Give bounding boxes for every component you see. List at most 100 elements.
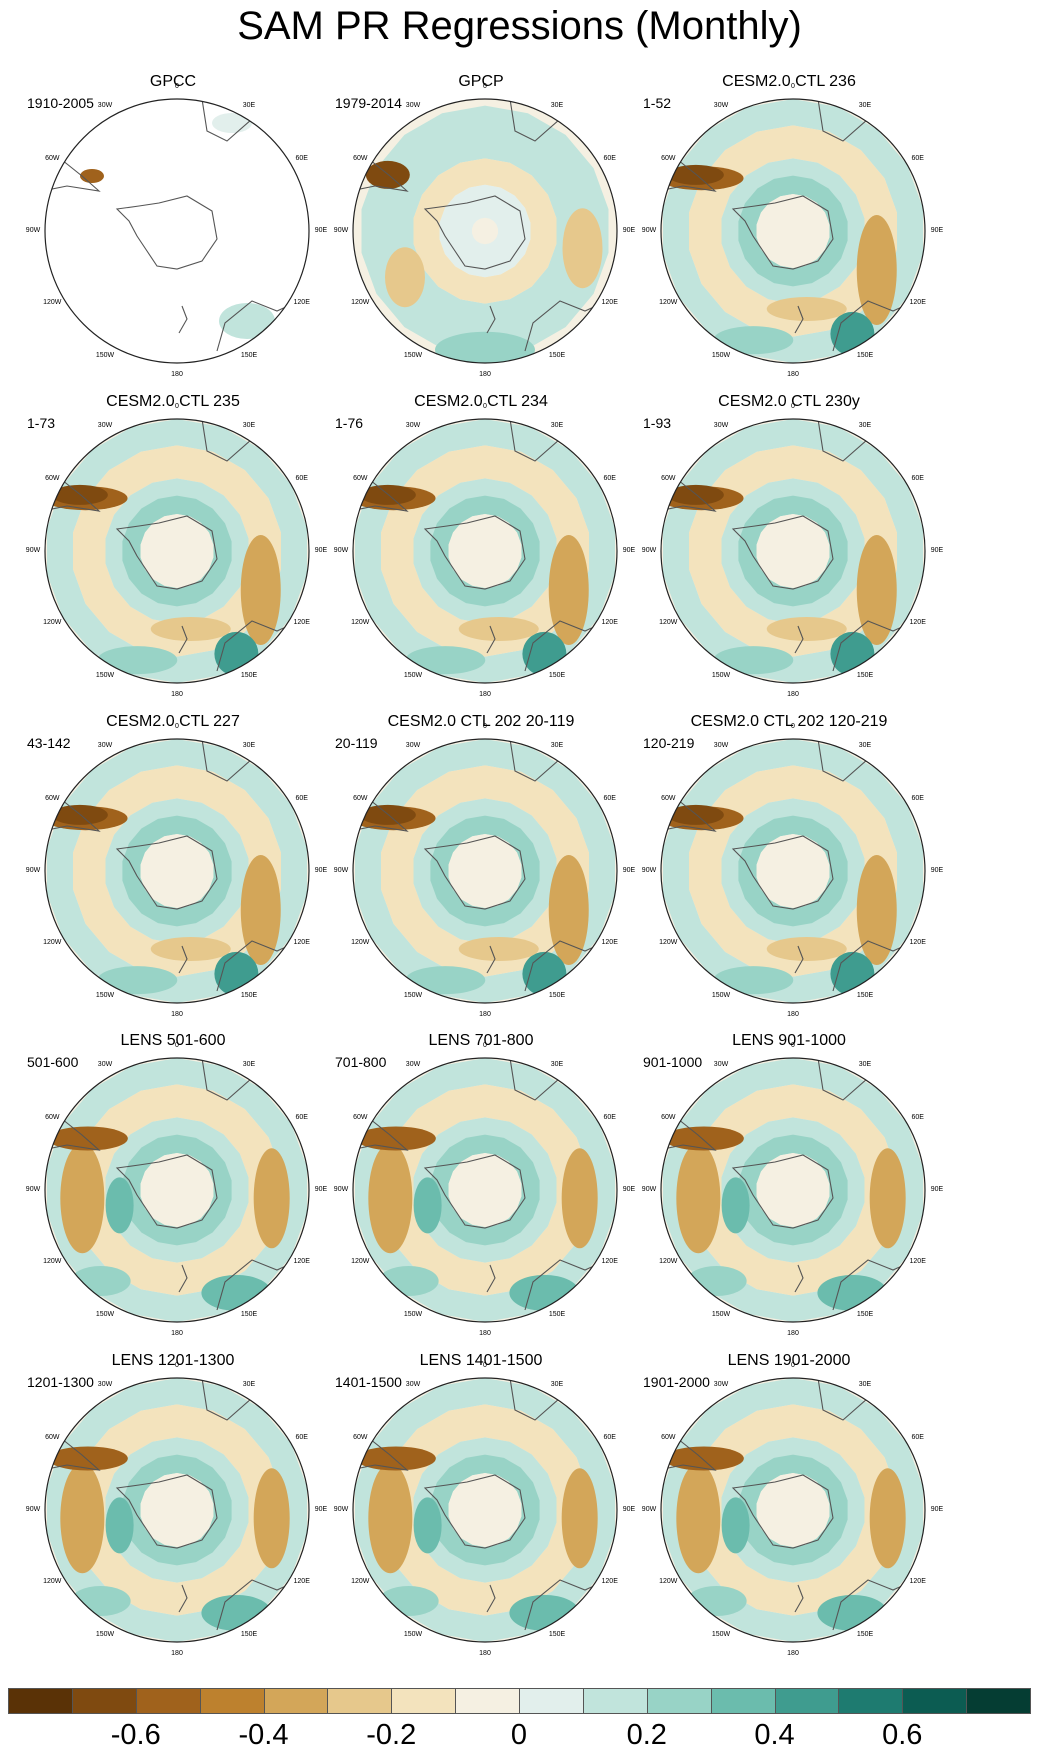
polar-map: [660, 1377, 926, 1643]
lon-label-30w: 30W: [405, 422, 421, 430]
south-america-coastline: [45, 1114, 101, 1151]
regression-feature-2: [663, 1446, 744, 1471]
panel-period: 901-1000: [643, 1054, 703, 1070]
south-america-coastline: [353, 795, 409, 832]
regression-feature-4: [721, 1177, 750, 1234]
lon-label-0: 0: [791, 1042, 795, 1049]
lon-label-30e: 30E: [242, 102, 256, 110]
regression-feature-0: [240, 535, 281, 646]
regression-band-4: [448, 834, 522, 908]
lon-label-0: 0: [791, 723, 795, 730]
lon-label-120e: 120E: [909, 939, 926, 946]
lon-label-30e: 30E: [550, 742, 564, 750]
lon-label-90w: 90W: [333, 547, 349, 554]
lon-label-60e: 60E: [911, 795, 924, 802]
lon-label-0: 0: [483, 723, 487, 730]
colorbar-cell-11: [710, 1688, 776, 1714]
lon-label-150w: 150W: [711, 991, 731, 999]
south-america-coastline: [45, 155, 101, 192]
lon-label-60e: 60E: [295, 1434, 308, 1441]
precip-field: [661, 739, 925, 1003]
lon-label-150w: 150W: [403, 671, 423, 679]
map-boundary: [352, 1377, 618, 1643]
lon-label-60e: 60E: [295, 155, 308, 162]
colorbar-cell-4: [263, 1688, 329, 1714]
panel-title: CESM2.0 CTL 236: [722, 73, 856, 90]
panel-title: LENS 1401-1500: [419, 1352, 543, 1369]
regression-feature-1: [435, 331, 535, 363]
new-zealand-coastline: [794, 945, 804, 974]
lon-label-30e: 30E: [858, 1061, 872, 1069]
south-america-coastline: [353, 1114, 409, 1151]
new-zealand-coastline: [794, 625, 804, 654]
precip-field: [45, 99, 309, 363]
antarctica-coastline: [115, 1474, 218, 1549]
lon-label-180: 180: [479, 691, 491, 698]
panel-title: LENS 501-600: [120, 1032, 226, 1049]
colorbar-cell-14: [902, 1688, 968, 1714]
lon-label-30e: 30E: [858, 742, 872, 750]
lon-label-150w: 150W: [403, 351, 423, 359]
map-panel-4: CESM2.0 CTL 235 1-73 0 30E 60E 90E 120E …: [0, 392, 346, 712]
map-panel-3: CESM2.0 CTL 236 1-52 0 30E 60E 90E 120E …: [616, 72, 962, 392]
panel-title: LENS 1201-1300: [111, 1352, 235, 1369]
lon-label-30w: 30W: [97, 102, 113, 110]
lon-label-30w: 30W: [405, 1381, 421, 1389]
lon-label-90w: 90W: [333, 1506, 349, 1513]
regression-feature-1: [869, 1148, 906, 1249]
regression-feature-1: [869, 1468, 906, 1569]
lon-label-0: 0: [791, 1362, 795, 1369]
lon-label-90e: 90E: [622, 867, 636, 874]
lon-label-180: 180: [171, 1330, 183, 1337]
antarctica-coastline: [731, 1154, 834, 1229]
lon-label-150w: 150W: [403, 1630, 423, 1638]
panel-period: 1-76: [335, 415, 364, 431]
regression-feature-1: [253, 1148, 290, 1249]
lon-label-120e: 120E: [601, 299, 618, 306]
regression-feature-3: [97, 966, 178, 995]
regression-feature-4: [413, 1497, 442, 1554]
lon-label-90e: 90E: [930, 1186, 944, 1193]
regression-feature-2: [47, 1126, 128, 1151]
lon-label-150e: 150E: [548, 991, 566, 999]
lon-label-120e: 120E: [601, 619, 618, 626]
lon-label-60e: 60E: [911, 475, 924, 482]
regression-band-3: [430, 1134, 540, 1246]
lon-label-120w: 120W: [351, 619, 370, 626]
regression-feature-5: [458, 936, 539, 961]
regression-feature-3: [562, 208, 603, 289]
lon-label-90e: 90E: [314, 1506, 328, 1513]
regression-band-3: [430, 1454, 540, 1566]
polar-map: [44, 98, 310, 364]
regression-feature-3: [97, 646, 178, 675]
map-boundary: [352, 98, 618, 364]
lon-label-90w: 90W: [333, 227, 349, 234]
lon-label-60e: 60E: [911, 1114, 924, 1121]
regression-feature-5: [458, 616, 539, 641]
lon-label-30e: 30E: [242, 422, 256, 430]
colorbar-cell-0: [8, 1688, 73, 1714]
colorbar-cell-15: [966, 1688, 1031, 1714]
lon-label-180: 180: [787, 691, 799, 698]
regression-band-3: [738, 1454, 848, 1566]
precip-field: [353, 1378, 617, 1642]
lon-label-0: 0: [483, 1042, 487, 1049]
map-boundary: [44, 418, 310, 684]
lon-label-60w: 60W: [661, 795, 676, 802]
regression-feature-3: [509, 1594, 580, 1631]
antarctica-coastline: [115, 835, 218, 910]
lon-label-180: 180: [787, 1330, 799, 1337]
lon-label-150w: 150W: [711, 1630, 731, 1638]
lon-label-150w: 150W: [711, 351, 731, 359]
polar-map: [352, 418, 618, 684]
map-boundary: [660, 1377, 926, 1643]
lon-label-120e: 120E: [601, 1258, 618, 1265]
regression-band-3: [122, 1454, 232, 1566]
lon-label-150w: 150W: [403, 1310, 423, 1318]
precip-field: [45, 419, 309, 683]
lon-label-180: 180: [479, 371, 491, 378]
lon-label-90w: 90W: [641, 547, 657, 554]
lon-label-150e: 150E: [240, 671, 258, 679]
lon-label-30e: 30E: [242, 1061, 256, 1069]
precip-field: [353, 1058, 617, 1322]
